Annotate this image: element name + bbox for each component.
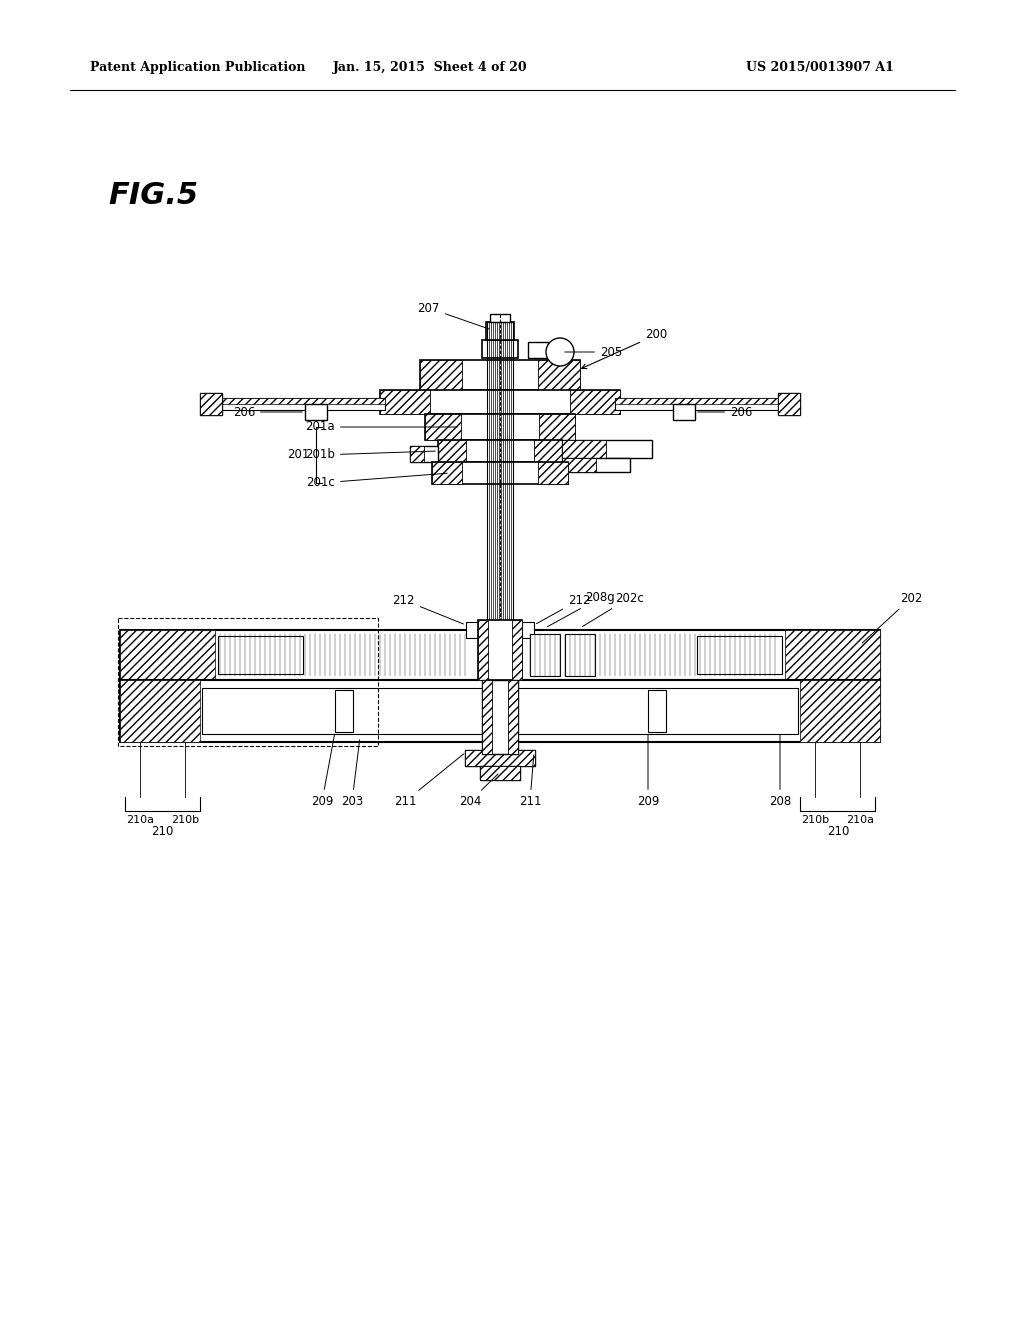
Text: US 2015/0013907 A1: US 2015/0013907 A1 (746, 62, 894, 74)
Text: 210a: 210a (126, 814, 154, 825)
Bar (538, 360, 580, 389)
Text: 206: 206 (697, 405, 753, 418)
Bar (562, 458, 596, 473)
Bar (218, 636, 303, 675)
Bar (530, 634, 560, 676)
Bar (508, 680, 518, 754)
Bar (486, 322, 514, 341)
Bar (120, 630, 880, 680)
Text: 210b: 210b (801, 814, 829, 825)
Text: 204: 204 (459, 774, 498, 808)
Bar (648, 690, 666, 733)
Bar (305, 404, 327, 420)
Bar (673, 404, 695, 420)
Bar (785, 630, 880, 680)
Bar (202, 688, 798, 734)
Bar (120, 630, 215, 680)
Bar (478, 620, 522, 680)
Bar (487, 322, 513, 630)
Bar (528, 342, 548, 358)
Bar (539, 414, 575, 440)
Bar (562, 440, 652, 458)
Text: 209: 209 (311, 735, 335, 808)
Text: 201c: 201c (306, 473, 447, 490)
Text: 211: 211 (394, 754, 464, 808)
Bar (482, 680, 518, 754)
Bar (220, 399, 385, 411)
Bar (335, 690, 353, 733)
Bar (118, 618, 378, 746)
Bar (778, 393, 800, 414)
Bar (420, 360, 580, 389)
Bar (200, 393, 222, 414)
Bar (570, 389, 620, 414)
Bar (478, 620, 488, 680)
Bar (490, 314, 510, 322)
Bar (380, 389, 620, 414)
Text: Jan. 15, 2015  Sheet 4 of 20: Jan. 15, 2015 Sheet 4 of 20 (333, 62, 527, 74)
Text: 209: 209 (637, 735, 659, 808)
Bar (410, 446, 424, 462)
Text: 208: 208 (769, 735, 792, 808)
Bar (615, 399, 780, 411)
Bar (778, 393, 800, 414)
Text: 201a: 201a (305, 421, 458, 433)
Bar (615, 399, 780, 404)
Bar (200, 393, 222, 414)
Bar (120, 680, 880, 742)
Bar (562, 458, 630, 473)
Bar (432, 462, 568, 484)
Bar (482, 341, 518, 358)
Circle shape (546, 338, 574, 366)
Text: 201b: 201b (305, 449, 435, 462)
Bar (410, 446, 438, 462)
Bar (548, 345, 562, 360)
Bar (565, 634, 595, 676)
Text: 212: 212 (537, 594, 591, 623)
Text: Patent Application Publication: Patent Application Publication (90, 62, 305, 74)
Text: 208g: 208g (548, 591, 614, 627)
Text: 207: 207 (418, 301, 489, 329)
Text: 210b: 210b (171, 814, 199, 825)
Bar (522, 622, 534, 638)
Text: 212: 212 (392, 594, 464, 624)
Bar (562, 440, 606, 458)
Bar (480, 766, 520, 780)
Bar (432, 462, 462, 484)
Text: 211: 211 (519, 755, 542, 808)
Bar (438, 440, 562, 462)
Text: 206: 206 (232, 405, 302, 418)
Text: 210a: 210a (846, 814, 874, 825)
Text: 202c: 202c (583, 591, 644, 627)
Text: 203: 203 (341, 739, 364, 808)
Bar (538, 462, 568, 484)
Bar (697, 636, 782, 675)
Text: 210: 210 (826, 825, 849, 838)
Bar (466, 622, 478, 638)
Text: 201: 201 (288, 449, 310, 462)
Bar (425, 414, 461, 440)
Bar (465, 750, 535, 766)
Bar (425, 414, 575, 440)
Bar (120, 680, 200, 742)
Bar (438, 440, 466, 462)
Bar (534, 440, 562, 462)
Text: FIG.5: FIG.5 (108, 181, 198, 210)
Text: 210: 210 (151, 825, 173, 838)
Bar (380, 389, 430, 414)
Bar (220, 399, 385, 404)
Text: 205: 205 (565, 346, 623, 359)
Bar (512, 620, 522, 680)
Bar (800, 680, 880, 742)
Bar (465, 750, 535, 766)
Bar (480, 766, 520, 780)
Text: 200: 200 (582, 329, 668, 368)
Text: 202: 202 (862, 591, 923, 643)
Bar (482, 680, 492, 754)
Bar (420, 360, 462, 389)
